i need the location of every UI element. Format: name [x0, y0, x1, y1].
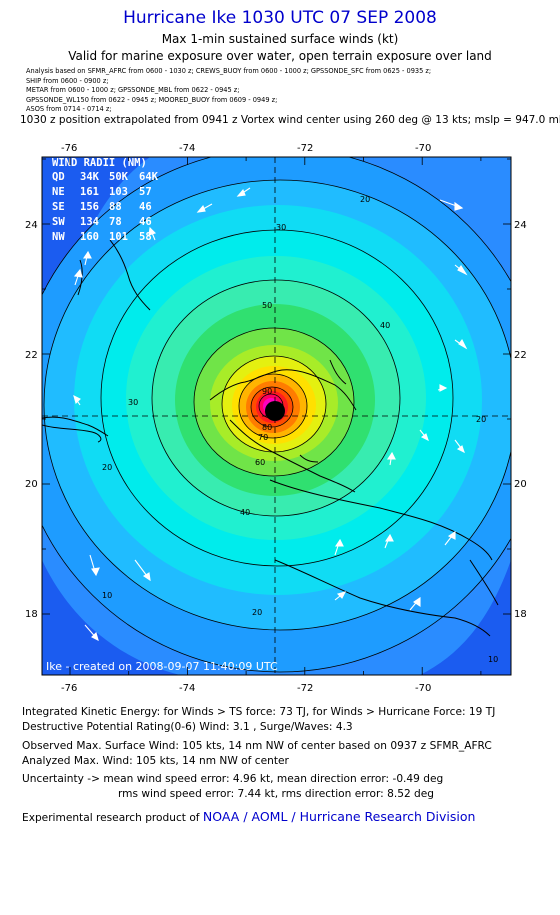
subtitle: Max 1-min sustained surface winds (kt): [161, 32, 399, 46]
radii-row: SE 156 88 46: [52, 201, 152, 213]
contour-label: 20: [102, 463, 112, 472]
contour-label: 90: [262, 387, 272, 396]
analysis-line: METAR from 0600 - 1000 z; GPSSONDE_MBL f…: [26, 86, 240, 95]
contour-label: 20: [252, 608, 262, 617]
lat-label-left: 24: [25, 220, 38, 231]
wind-vectors: [73, 187, 468, 642]
contour-label: 30: [128, 398, 138, 407]
contour-label: 20: [360, 195, 370, 204]
contour-label: 70: [258, 433, 268, 442]
band-wind-5: [42, 560, 180, 675]
radii-cell: 64K: [139, 171, 159, 183]
radii-cell: 46: [139, 201, 152, 213]
contour-label: 80: [262, 423, 272, 432]
contour-label: 40: [240, 508, 250, 517]
lat-label-right: 22: [514, 350, 527, 361]
lat-label-left: 22: [25, 350, 38, 361]
lon-label-top: -76: [61, 143, 77, 154]
radii-cell: 101: [109, 231, 128, 243]
map-credit: Ike - created on 2008-09-07 11:40:09 UTC: [46, 660, 278, 673]
wind-radii-table: WIND RADII (NM) QD 34K 50K 64K NE 161 103 57 S…: [52, 157, 159, 243]
radii-cell: NE: [52, 186, 65, 198]
page-title: Hurricane Ike 1030 UTC 07 SEP 2008: [123, 8, 437, 28]
radii-cell: 134: [80, 216, 99, 228]
radii-cell: SE: [52, 201, 65, 213]
analysis-line: Analysis based on SFMR_AFRC from 0600 - …: [26, 67, 432, 75]
radii-cell: 160: [80, 231, 99, 243]
contour-label: 60: [255, 458, 265, 467]
analysis-line: GPSSONDE_WL150 from 0622 - 0945 z; MOORE…: [26, 95, 278, 104]
radii-cell: QD: [52, 171, 65, 183]
dpr-line: Destructive Potential Rating(0-6) Wind: …: [22, 721, 353, 733]
lat-label-left: 18: [25, 609, 38, 620]
wind-field-map: 20 30 40 50 60 70 80 90 30 40 20 20 20 1…: [25, 143, 527, 694]
ike-line: Integrated Kinetic Energy: for Winds > T…: [22, 706, 496, 718]
product-credit: Experimental research product of NOAA / …: [22, 809, 475, 824]
radii-row: NE 161 103 57: [52, 186, 152, 198]
lon-label-bottom: -70: [415, 683, 431, 694]
validity-note: Valid for marine exposure over water, op…: [68, 49, 492, 63]
radii-cell: 57: [139, 186, 152, 198]
radii-cell: 50K: [109, 171, 129, 183]
position-note: 1030 z position extrapolated from 0941 z…: [20, 114, 560, 126]
wind-contours: 20 30 40 50 60 70 80 90 30 40 20 20 20 1…: [42, 157, 511, 675]
contour-label: 10: [102, 591, 112, 600]
lon-label-bottom: -74: [179, 683, 195, 694]
axis-ticks: [42, 157, 511, 675]
coastlines: [42, 239, 499, 637]
lat-label-right: 24: [514, 220, 527, 231]
analysis-sources: Analysis based on SFMR_AFRC from 0600 - …: [26, 67, 431, 115]
crosshair: [42, 157, 511, 675]
analyzed-max-line: Analyzed Max. Wind: 105 kts, 14 nm NW of…: [22, 755, 289, 767]
radii-cell: SW: [52, 216, 65, 228]
uncertainty-line-2: rms wind speed error: 7.44 kt, rms direc…: [118, 788, 435, 800]
analysis-line: SHIP from 0600 - 0900 z;: [26, 76, 109, 85]
lon-label-top: -74: [179, 143, 195, 154]
observed-max-line: Observed Max. Surface Wind: 105 kts, 14 …: [22, 740, 492, 752]
contour-label: 30: [276, 223, 286, 232]
wind-radii-title: WIND RADII (NM): [52, 157, 147, 169]
radii-cell: 58: [139, 231, 152, 243]
radii-cell: 103: [109, 186, 128, 198]
radii-cell: NW: [52, 231, 65, 243]
radii-cell: 46: [139, 216, 152, 228]
hrd-link[interactable]: NOAA / AOML / Hurricane Research Divisio…: [202, 809, 476, 824]
band-wind-5: [420, 560, 511, 675]
radii-row: NW 160 101 58: [52, 231, 152, 243]
contour-label: 10: [488, 655, 498, 664]
band-wind-5: [42, 157, 150, 470]
contour-label: 50: [262, 301, 272, 310]
lon-label-bottom: -76: [61, 683, 77, 694]
radii-cell: 156: [80, 201, 99, 213]
radii-header: QD 34K 50K 64K: [52, 171, 159, 183]
radii-cell: 34K: [80, 171, 100, 183]
map-frame: [41, 156, 512, 676]
lon-label-bottom: -72: [297, 683, 313, 694]
product-prefix: Experimental research product of: [22, 812, 200, 824]
radii-cell: 78: [109, 216, 122, 228]
lon-label-top: -72: [297, 143, 313, 154]
lat-label-right: 20: [514, 479, 527, 490]
lat-label-right: 18: [514, 609, 527, 620]
radii-row: SW 134 78 46: [52, 216, 152, 228]
lat-label-left: 20: [25, 479, 38, 490]
radii-cell: 88: [109, 201, 122, 213]
uncertainty-line-1: Uncertainty -> mean wind speed error: 4.…: [22, 773, 444, 785]
analysis-line: ASOS from 0714 - 0714 z;: [26, 105, 112, 114]
contour-label: 20: [476, 415, 486, 424]
contour-labels: 20 30 40 50 60 70 80 90 30 40 20 20 20 1…: [102, 195, 498, 664]
axis-labels: -76 -74 -72 -70 -76 -74 -72 -70 24 22 20…: [25, 143, 527, 694]
lon-label-top: -70: [415, 143, 431, 154]
contour-label: 40: [380, 321, 390, 330]
contour-lines: [42, 157, 511, 673]
radii-cell: 161: [80, 186, 99, 198]
